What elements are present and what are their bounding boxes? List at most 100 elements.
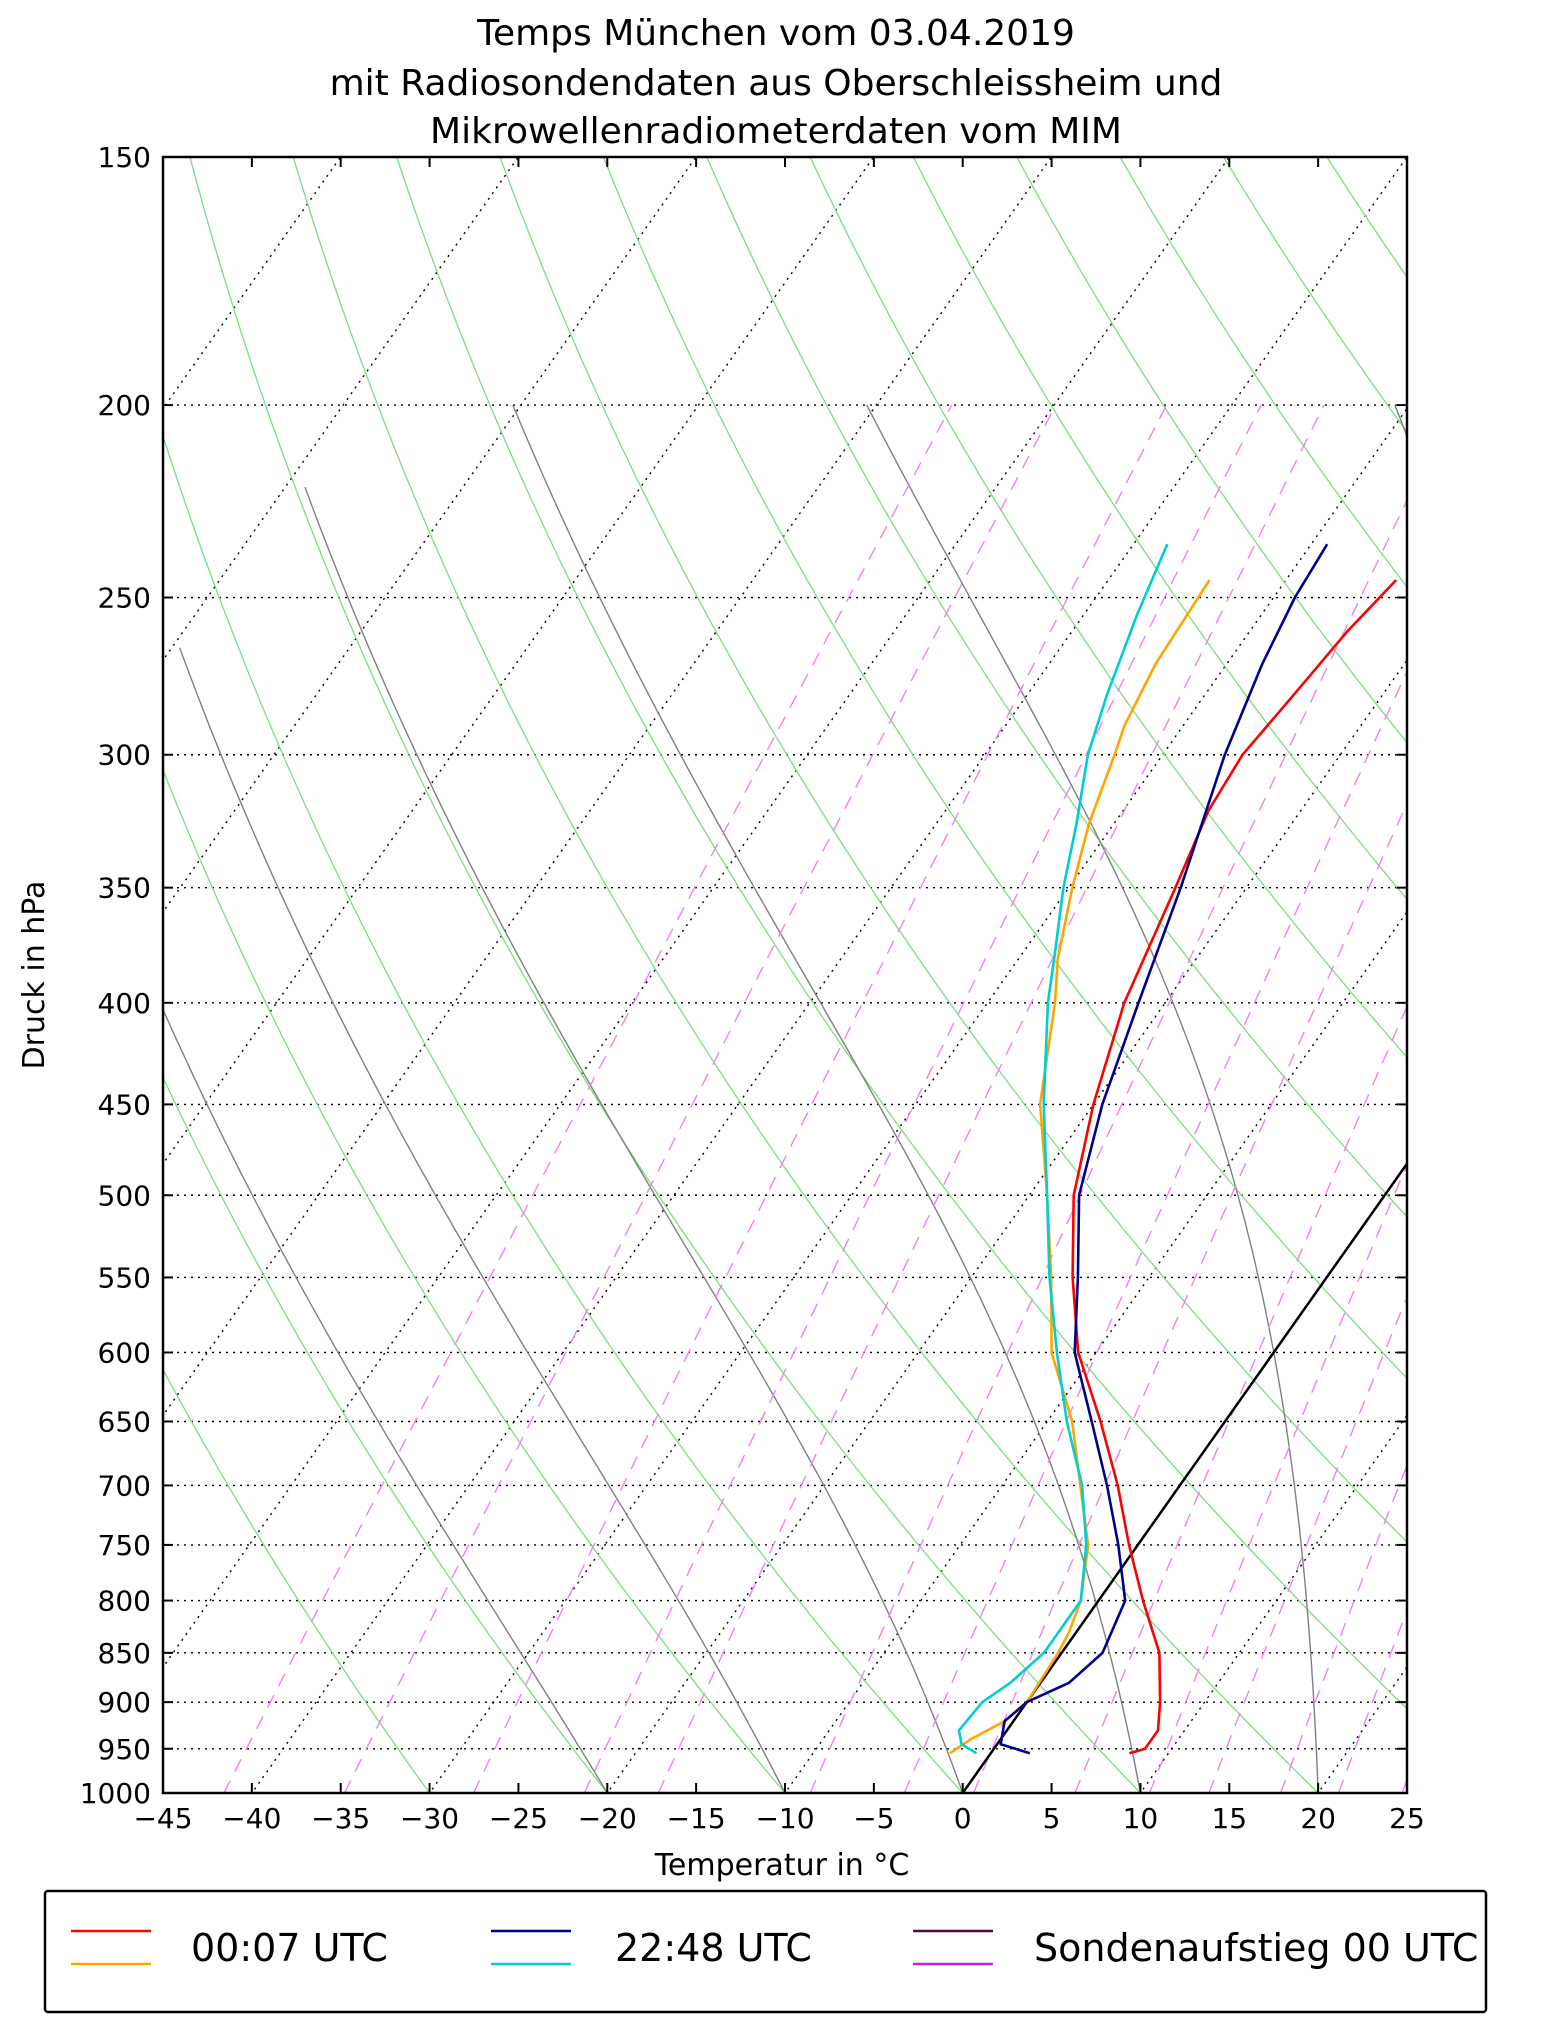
moist-adiabat-20 — [866, 404, 1319, 1793]
moist-adiabat-0 — [304, 487, 964, 1793]
isotherm--40 — [251, 157, 1407, 1793]
dry-adiabat--20 — [163, 1075, 609, 1793]
mixing-ratio-0.03 — [1521, 405, 1542, 1793]
y-tick-label-850: 850 — [98, 1637, 151, 1670]
x-axis: −45 −40 −35 −30 −25 −20 −15 −10 −5 0 5 10 15 20 25 — [133, 157, 1425, 1835]
isotherm--60 — [163, 157, 1053, 1417]
dry-adiabat-70 — [809, 157, 1407, 1059]
x-tick-label--30: −30 — [400, 1802, 459, 1835]
dry-adiabat-80 — [912, 157, 1407, 901]
y-tick-label-450: 450 — [98, 1088, 151, 1121]
moist-adiabat--20 — [163, 1008, 608, 1793]
dry-adiabat-10 — [189, 157, 1142, 1793]
legend-label-2: Sondenaufstieg 00 UTC — [1034, 1926, 1478, 1970]
zero-isotherm — [961, 1161, 1407, 1793]
mixing-ratio-0.0007 — [583, 404, 1262, 1793]
title-line-2: mit Radiosondendaten aus Oberschleisshei… — [330, 63, 1223, 104]
x-tick-label-10: 10 — [1123, 1802, 1159, 1835]
x-tick-label--10: −10 — [755, 1802, 814, 1835]
dry-adiabat-140 — [1492, 98, 1542, 1836]
mixing-ratio-0.004 — [972, 801, 1407, 1793]
isotherm-0 — [961, 1162, 1407, 1793]
x-tick-label-25: 25 — [1389, 1802, 1425, 1835]
series-line-2 — [999, 543, 1329, 1755]
dry-adiabat-0 — [163, 433, 964, 1793]
dry-adiabat-90 — [1016, 157, 1407, 744]
isotherm-10 — [1139, 1414, 1407, 1793]
dry-adiabat-120 — [1326, 157, 1407, 279]
dry-adiabat-130 — [1391, 98, 1542, 1836]
mixing-ratio-0.006 — [1074, 1004, 1407, 1793]
isotherm--80 — [163, 157, 697, 914]
legend-box — [43, 1889, 1488, 2014]
dry-adiabat-50 — [602, 157, 1407, 1380]
legend: 00:07 UTC 22:48 UTC Sondenaufstieg 00 UT… — [43, 1889, 1488, 2014]
x-tick-label-20: 20 — [1300, 1802, 1336, 1835]
isotherm--10 — [784, 910, 1407, 1793]
y-tick-label-550: 550 — [98, 1261, 151, 1294]
chart-title: Temps München vom 03.04.2019 mit Radioso… — [330, 13, 1223, 152]
moist-adiabat--10 — [179, 647, 786, 1793]
moist-adiabat-10 — [512, 404, 1142, 1793]
x-tick-label--40: −40 — [222, 1802, 281, 1835]
x-tick-label--25: −25 — [489, 1802, 548, 1835]
x-tick-label--35: −35 — [311, 1802, 370, 1835]
title-line-3: Mikrowellenradiometerdaten vom MIM — [430, 111, 1122, 152]
x-tick-label--15: −15 — [667, 1802, 726, 1835]
mixing-ratio-0.002 — [809, 498, 1407, 1793]
x-tick-label-5: 5 — [1043, 1802, 1061, 1835]
mixing-ratio-0.008 — [1148, 1162, 1407, 1793]
dry-adiabat-40 — [499, 157, 1407, 1544]
dry-adiabat-20 — [292, 157, 1320, 1793]
legend-label-1: 22:48 UTC — [615, 1926, 812, 1970]
y-tick-label-700: 700 — [98, 1469, 151, 1502]
mixing-ratio-0.025 — [1467, 405, 1542, 1793]
y-tick-label-950: 950 — [98, 1733, 151, 1766]
dry-adiabat--30 — [163, 1368, 431, 1793]
y-tick-label-900: 900 — [98, 1686, 151, 1719]
mixing-ratio-0.01 — [1208, 1295, 1407, 1793]
legend-label-0: 00:07 UTC — [191, 1926, 388, 1970]
y-tick-label-350: 350 — [98, 872, 151, 905]
y-tick-label-200: 200 — [98, 389, 151, 422]
data-series — [949, 543, 1398, 1755]
mixing-ratio-0.003 — [903, 670, 1407, 1793]
series-line-1 — [949, 579, 1211, 1755]
isotherm--30 — [428, 407, 1407, 1793]
y-tick-label-600: 600 — [98, 1336, 151, 1369]
isotherm--90 — [163, 157, 520, 662]
dry-adiabat-30 — [395, 157, 1407, 1710]
y-tick-label-1000: 1000 — [80, 1777, 151, 1810]
y-axis: 150 200 250 300 350 400 450 500 550 600 650 700 750 8… — [80, 141, 1407, 1810]
mixing-ratio-0.001 — [657, 404, 1325, 1793]
isotherm--50 — [163, 157, 1231, 1669]
y-tick-label-500: 500 — [98, 1179, 151, 1212]
moist-adiabat-30 — [1394, 404, 1407, 439]
y-tick-label-400: 400 — [98, 987, 151, 1020]
dry-adiabat-100 — [1119, 157, 1407, 588]
isotherm--70 — [163, 157, 875, 1165]
mixing-ratio-0.0001 — [223, 404, 953, 1793]
x-tick-label-15: 15 — [1211, 1802, 1247, 1835]
x-tick-label-0: 0 — [954, 1802, 972, 1835]
series-line-3 — [957, 543, 1169, 1755]
x-tick-label--20: −20 — [578, 1802, 637, 1835]
dry-adiabat-110 — [1222, 157, 1407, 433]
y-tick-label-650: 650 — [98, 1406, 151, 1439]
isotherm--100 — [163, 157, 342, 410]
x-axis-label: Temperatur in °C — [654, 1848, 910, 1883]
background-lines — [163, 98, 1542, 1836]
isotherm-20 — [1317, 1665, 1407, 1793]
mixing-ratio-0.0004 — [472, 404, 1168, 1793]
y-tick-label-300: 300 — [98, 739, 151, 772]
y-axis-label: Druck in hPa — [17, 881, 52, 1070]
mixing-ratio-0.02 — [1401, 1777, 1407, 1793]
mixing-ratio-0.016 — [1337, 1608, 1407, 1793]
dry-adiabat--10 — [163, 768, 786, 1793]
x-tick-label--45: −45 — [133, 1802, 192, 1835]
mixing-ratio-0.0002 — [343, 404, 1057, 1793]
mixing-ratio-0.013 — [1279, 1463, 1407, 1793]
y-tick-label-250: 250 — [98, 582, 151, 615]
y-tick-label-750: 750 — [98, 1529, 151, 1562]
